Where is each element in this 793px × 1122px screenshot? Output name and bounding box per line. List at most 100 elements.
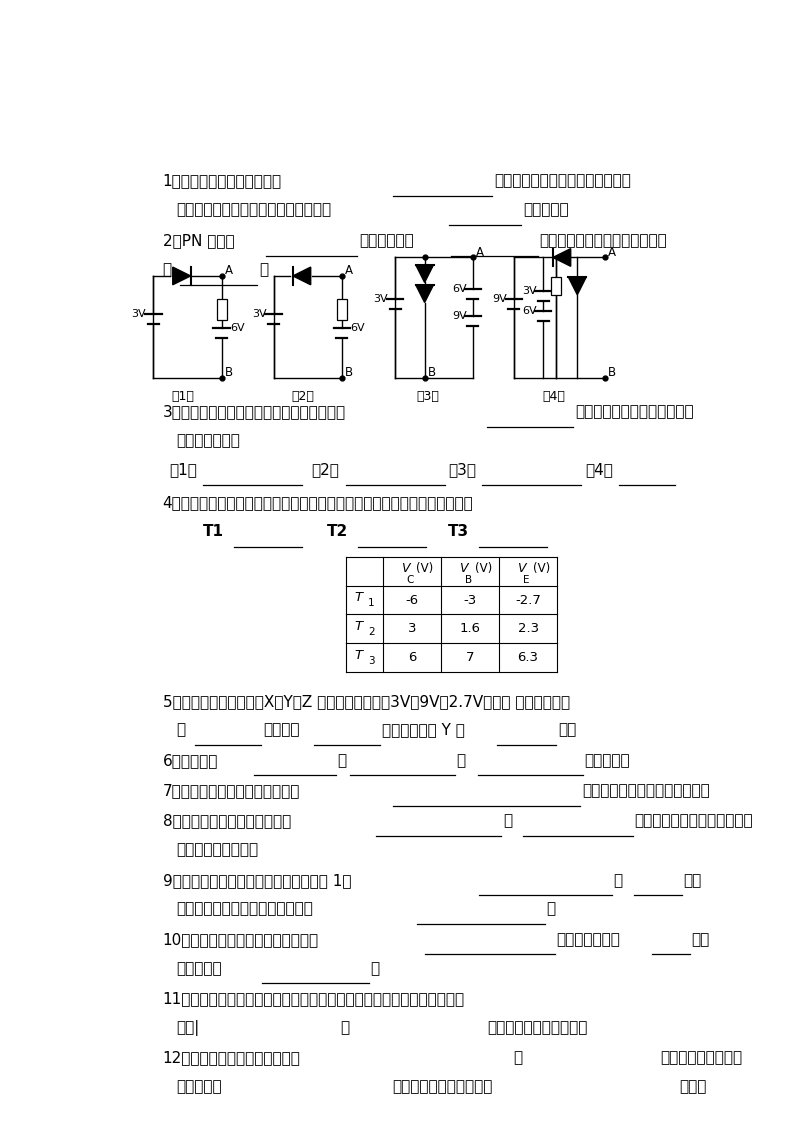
Text: E: E [523, 574, 529, 585]
Text: 极。: 极。 [558, 723, 577, 737]
Text: 。: 。 [370, 960, 380, 976]
Text: 3．理想二极管正偏时当作短路，反偏时当作: 3．理想二极管正偏时当作短路，反偏时当作 [163, 405, 346, 420]
Text: 3V: 3V [523, 286, 537, 296]
Text: -3: -3 [463, 594, 477, 607]
Text: 材料制造，且 Y 为: 材料制造，且 Y 为 [382, 723, 465, 737]
Text: 6: 6 [408, 651, 416, 664]
Text: 两种载流子，当温度升高时，半导体的: 两种载流子，当温度升高时，半导体的 [177, 202, 331, 217]
Text: 和: 和 [503, 813, 512, 828]
Polygon shape [173, 267, 190, 285]
Text: B: B [224, 366, 233, 379]
Text: 12．差动放大器的工作信号分为: 12．差动放大器的工作信号分为 [163, 1050, 301, 1066]
Text: 。: 。 [546, 902, 555, 917]
Text: 型管，由: 型管，由 [263, 723, 300, 737]
Bar [216, 300, 227, 320]
Text: T: T [354, 591, 363, 605]
Text: 4．三只三极管各极直流电位如表所示，由此可确定三极管所处的工作状态：: 4．三只三极管各极直流电位如表所示，由此可确定三极管所处的工作状态： [163, 496, 473, 511]
Text: 和: 和 [614, 873, 623, 888]
Text: T2: T2 [327, 524, 348, 540]
Text: (V): (V) [475, 562, 492, 576]
Text: 2.3: 2.3 [518, 623, 538, 635]
Text: A: A [224, 264, 232, 277]
Text: 、输: 、输 [691, 932, 710, 947]
Text: 10．多级放大器的电压放大倍数等于: 10．多级放大器的电压放大倍数等于 [163, 932, 319, 947]
Text: 9V: 9V [492, 294, 507, 304]
Text: 三种组态。: 三种组态。 [584, 753, 630, 767]
Text: ，才能不失真地放大交流信号。: ，才能不失真地放大交流信号。 [582, 783, 710, 798]
Text: A: A [608, 246, 616, 258]
Text: 两类，有双端输入一: 两类，有双端输入一 [661, 1050, 742, 1066]
Text: V: V [401, 561, 409, 574]
Text: (V): (V) [533, 562, 550, 576]
Text: 3: 3 [408, 623, 416, 635]
Text: （3）: （3） [416, 390, 439, 403]
Text: 2: 2 [368, 627, 374, 637]
Text: B: B [345, 366, 353, 379]
Text: C: C [407, 574, 414, 585]
Polygon shape [416, 265, 434, 283]
Text: 点，常用在多级放大器的输入级和: 点，常用在多级放大器的输入级和 [177, 902, 313, 917]
Text: 6．放大器有: 6．放大器有 [163, 753, 218, 767]
Text: （1）: （1） [171, 390, 194, 403]
Text: 出电阻等于: 出电阻等于 [177, 960, 222, 976]
Text: 6V: 6V [523, 306, 537, 316]
Text: （4）: （4） [542, 390, 565, 403]
Text: 8．分析放大器动态工作情况有: 8．分析放大器动态工作情况有 [163, 813, 291, 828]
Text: ，由此得到下列四图的输出电: ，由此得到下列四图的输出电 [575, 405, 694, 420]
Bar [551, 277, 561, 295]
Text: 6V: 6V [452, 284, 466, 294]
Text: 、输入电阻等于: 、输入电阻等于 [557, 932, 620, 947]
Text: （2）: （2） [292, 390, 314, 403]
Text: （4）: （4） [585, 462, 613, 477]
Text: 性、|: 性、| [177, 1020, 200, 1036]
Text: 6V: 6V [351, 323, 366, 333]
Text: 3V: 3V [132, 309, 146, 319]
Text: V: V [517, 561, 526, 574]
Text: 9．射极输出器具有电压放大倍数约等于 1、: 9．射极输出器具有电压放大倍数约等于 1、 [163, 873, 351, 888]
Text: 、: 、 [340, 1020, 349, 1034]
Text: 3V: 3V [252, 309, 266, 319]
Text: 5．测得某三极管三个极X、Y、Z 的直流电位分别为3V、9V、2.7V，由此 可知该三极管: 5．测得某三极管三个极X、Y、Z 的直流电位分别为3V、9V、2.7V，由此 可… [163, 693, 570, 709]
Text: 7．放大器必须要有合适、稳定的: 7．放大器必须要有合适、稳定的 [163, 783, 300, 798]
Text: T: T [354, 620, 363, 633]
Text: 和大信号工作情况。: 和大信号工作情况。 [177, 843, 259, 857]
Bar [337, 300, 347, 320]
Text: T: T [354, 649, 363, 662]
Text: 3: 3 [368, 656, 374, 665]
Text: -6: -6 [405, 594, 419, 607]
Text: A: A [345, 264, 353, 277]
Text: 、: 、 [337, 753, 347, 767]
Text: 和: 和 [457, 753, 465, 767]
Text: 9V: 9V [452, 311, 466, 321]
Text: 两种方法，分别适用于小信号: 两种方法，分别适用于小信号 [634, 813, 753, 828]
Text: 等特: 等特 [684, 873, 702, 888]
Text: B: B [427, 366, 436, 379]
Text: 、单端输入一双端输出、: 、单端输入一双端输出、 [392, 1079, 492, 1094]
Text: T3: T3 [448, 524, 469, 540]
Text: （3）: （3） [448, 462, 476, 477]
Text: 半导体两大类，其内部含有电子和: 半导体两大类，其内部含有电子和 [494, 173, 631, 188]
Text: （2）: （2） [312, 462, 339, 477]
Text: 1: 1 [368, 598, 374, 608]
Text: 双端输出、: 双端输出、 [177, 1079, 222, 1094]
Polygon shape [416, 285, 434, 303]
Text: 、改变输入输出电阻等。: 、改变输入输出电阻等。 [488, 1020, 588, 1034]
Polygon shape [553, 249, 571, 266]
Text: 6.3: 6.3 [518, 651, 538, 664]
Text: 6V: 6V [231, 323, 245, 333]
Text: 的扩散运动和: 的扩散运动和 [358, 233, 413, 248]
Text: 7: 7 [465, 651, 474, 664]
Polygon shape [569, 277, 586, 295]
Text: -2.7: -2.7 [515, 594, 541, 607]
Text: 的漂移运动共同生成的，其特性: 的漂移运动共同生成的，其特性 [539, 233, 667, 248]
Text: 、: 、 [513, 1050, 522, 1066]
Text: A: A [476, 246, 484, 258]
Text: 11．负反馈能改善放大器的工作性能，主要体现在：提高放大倍数的稳定: 11．负反馈能改善放大器的工作性能，主要体现在：提高放大倍数的稳定 [163, 991, 465, 1006]
Text: T1: T1 [203, 524, 224, 540]
Polygon shape [293, 267, 311, 285]
Text: （1）: （1） [169, 462, 197, 477]
Text: B: B [465, 574, 472, 585]
Text: B: B [608, 366, 616, 379]
Text: 压大小分别为：: 压大小分别为： [177, 433, 240, 449]
Text: 1．半导体分为本征半导体和: 1．半导体分为本征半导体和 [163, 173, 282, 188]
